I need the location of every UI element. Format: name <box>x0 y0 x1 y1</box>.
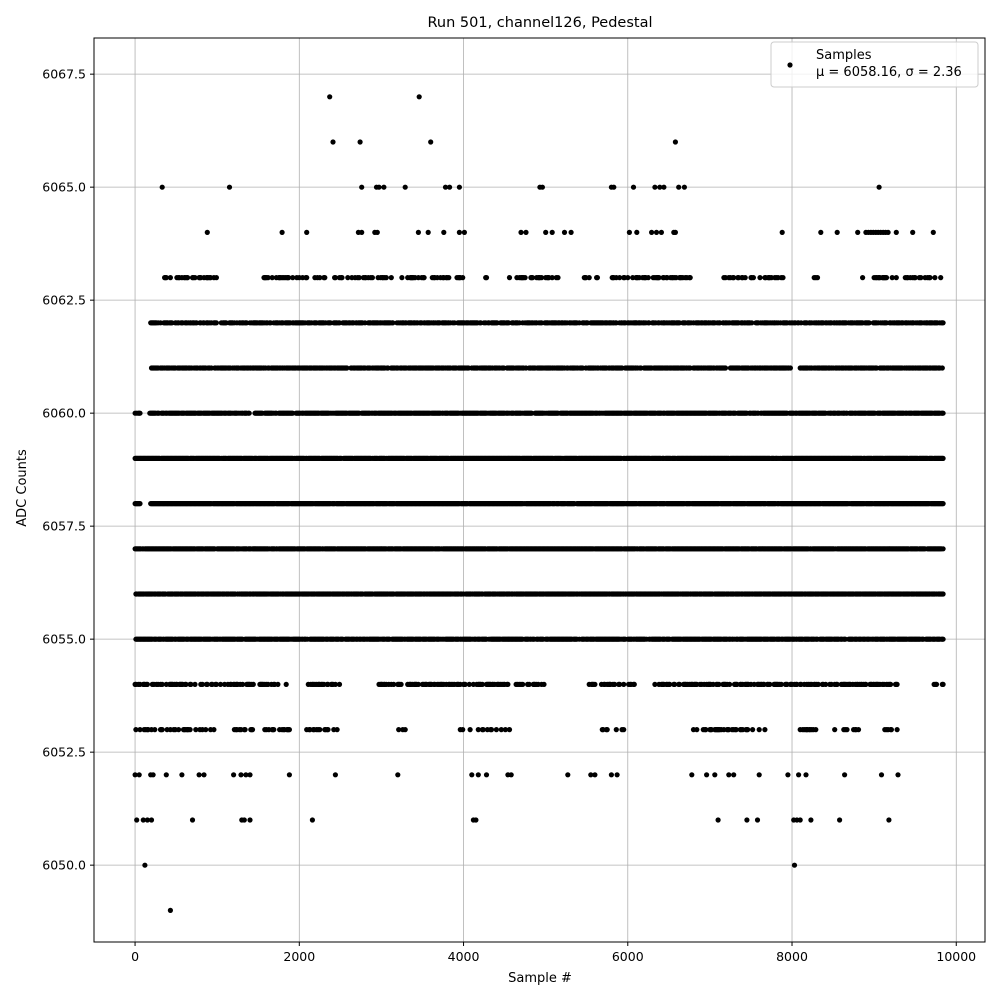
data-point <box>325 727 330 732</box>
data-point <box>832 727 837 732</box>
data-point <box>152 727 157 732</box>
data-point <box>275 682 280 687</box>
data-point <box>895 682 900 687</box>
data-point <box>468 727 473 732</box>
data-point <box>335 727 340 732</box>
data-point <box>757 727 762 732</box>
data-point <box>888 682 893 687</box>
data-point <box>250 727 255 732</box>
data-point <box>750 727 755 732</box>
data-point <box>934 682 939 687</box>
data-point <box>507 727 512 732</box>
data-point <box>284 682 289 687</box>
data-point <box>856 727 861 732</box>
data-point <box>592 682 597 687</box>
data-point <box>621 727 626 732</box>
data-point <box>271 727 276 732</box>
data-point <box>403 727 408 732</box>
data-point <box>941 682 946 687</box>
data-point <box>941 591 946 596</box>
data-point <box>844 727 849 732</box>
data-point <box>762 727 767 732</box>
data-point <box>287 727 292 732</box>
data-point <box>211 727 216 732</box>
data-point <box>727 682 732 687</box>
data-point <box>632 682 637 687</box>
data-point <box>188 727 193 732</box>
data-point <box>745 727 750 732</box>
data-point <box>621 682 626 687</box>
data-point <box>337 682 342 687</box>
data-point <box>614 727 619 732</box>
data-point <box>494 727 499 732</box>
data-point <box>520 682 525 687</box>
data-point <box>489 727 494 732</box>
data-point <box>251 682 256 687</box>
data-point <box>895 727 900 732</box>
data-point <box>460 727 465 732</box>
data-point <box>941 637 946 642</box>
data-point <box>192 682 197 687</box>
data-point <box>243 727 248 732</box>
data-point <box>605 727 610 732</box>
data-point <box>541 682 546 687</box>
data-point <box>941 546 946 551</box>
data-point <box>203 727 208 732</box>
data-point <box>317 727 322 732</box>
data-point <box>399 682 404 687</box>
data-point <box>694 727 699 732</box>
data-point <box>145 682 150 687</box>
data-point <box>889 727 894 732</box>
data-point <box>176 727 181 732</box>
data-point <box>160 727 165 732</box>
data-point <box>505 682 510 687</box>
data-point <box>137 501 142 506</box>
data-point <box>813 727 818 732</box>
data-point <box>941 501 946 506</box>
